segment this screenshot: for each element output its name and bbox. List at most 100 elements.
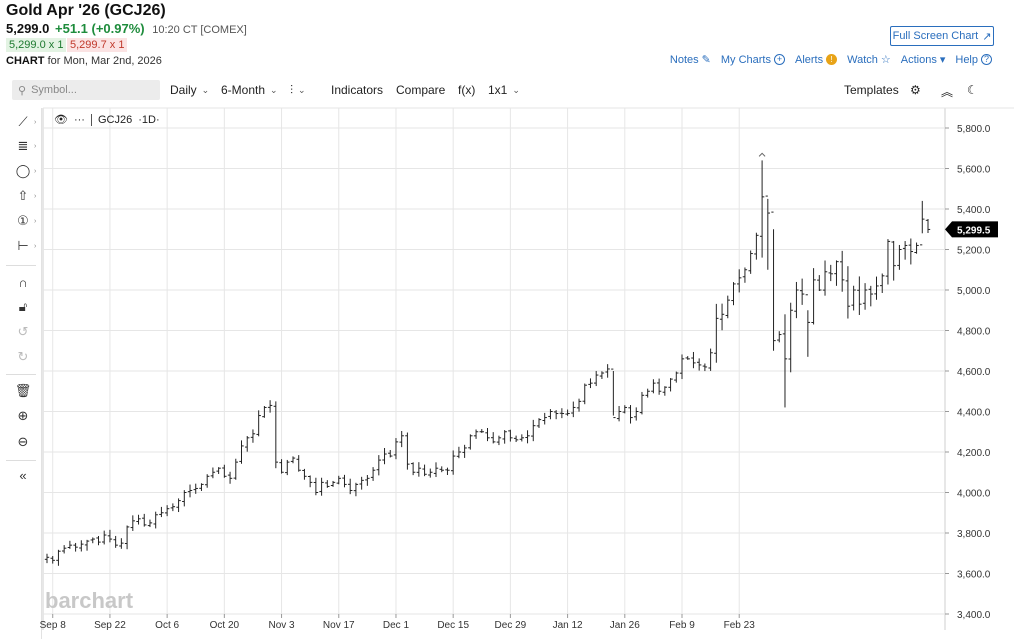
ohlc-bar [44, 553, 50, 564]
chevron-right-icon[interactable]: › [34, 193, 37, 200]
ohlc-bar [342, 474, 347, 488]
top-links: Notes ✎ My Charts + Alerts! Watch ☆ Actions… [670, 53, 992, 66]
range-dropdown[interactable]: 6-Month ⌄ [221, 83, 278, 97]
ohlc-bar [593, 370, 599, 387]
y-tick-label: 3,600.0 [957, 570, 991, 581]
double-chevron-up-icon[interactable]: ︽ [941, 85, 954, 99]
measure-icon[interactable]: ⊢ [17, 238, 29, 253]
collapse-sidebar-icon[interactable]: « [19, 467, 27, 483]
actions-menu[interactable]: Actions ▾ [901, 53, 946, 67]
my-charts-link[interactable]: My Charts + [721, 54, 785, 66]
ohlc-bar [685, 356, 690, 360]
ohlc-bar [748, 250, 753, 274]
alerts-label: Alerts [795, 53, 824, 66]
alerts-link[interactable]: Alerts! [795, 53, 838, 66]
external-link-icon: ↗ [982, 30, 992, 43]
ohlc-bar [204, 474, 210, 488]
ohlc-bar [765, 195, 771, 270]
ohlc-bar [348, 478, 353, 495]
legend-symbol: GCJ26 [97, 113, 133, 126]
help-link[interactable]: Help? [955, 54, 992, 66]
fx-label: f(x) [458, 83, 476, 97]
full-screen-label: Full Screen Chart [892, 30, 979, 42]
lock-icon[interactable]: 🔓︎ [18, 299, 28, 314]
legend-interval: ·1D· [138, 113, 160, 126]
fx-button[interactable]: f(x) [458, 83, 475, 97]
x-tick-label: Sep 8 [40, 620, 67, 631]
undo-icon[interactable]: ↺ [17, 324, 29, 339]
ohlc-bar [273, 401, 279, 469]
ohlc-bar [107, 529, 113, 543]
ohlc-bar [96, 535, 101, 546]
gear-icon[interactable]: ⚙ [910, 83, 921, 97]
chevron-right-icon[interactable]: › [34, 243, 37, 250]
zoom-out-icon[interactable]: ⊖ [17, 434, 29, 449]
layout-dropdown[interactable]: 1x1 ⌄ [488, 83, 520, 97]
annotation-icon[interactable]: ① [17, 213, 29, 228]
ohlc-bar [611, 368, 616, 419]
bar-type-icon: ⫶ [290, 83, 294, 97]
watch-link[interactable]: Watch ☆ [847, 53, 891, 67]
ohlc-bar [513, 435, 519, 443]
eye-icon[interactable]: 👁︎ [54, 114, 68, 126]
ohlc-bar [782, 314, 788, 408]
ohlc-bar [382, 448, 387, 465]
ohlc-bar [885, 239, 891, 285]
full-screen-chart-button[interactable]: Full Screen Chart ↗ [890, 26, 994, 46]
chevron-right-icon[interactable]: › [34, 218, 37, 225]
x-tick-label: Feb 9 [669, 620, 695, 631]
bar-type-dropdown[interactable]: ⫶ ⌄ [290, 83, 306, 98]
trash-icon[interactable]: 🗑︎ [14, 383, 32, 398]
templates-button[interactable]: Templates [844, 83, 899, 97]
arrow-tool-icon[interactable]: ⇧ [17, 188, 29, 203]
ohlc-bar [256, 410, 261, 437]
ohlc-bar [845, 266, 851, 319]
ohlc-bar [439, 466, 444, 473]
zoom-in-icon[interactable]: ⊕ [17, 408, 29, 423]
symbol-search-input[interactable]: ⚲ Symbol... [12, 80, 160, 100]
more-icon[interactable]: ··· [73, 113, 85, 126]
x-tick-label: Dec 29 [495, 620, 527, 631]
ohlc-bar [822, 260, 828, 296]
ohlc-bar [559, 408, 565, 419]
ohlc-bar [319, 477, 324, 496]
y-tick-label: 5,200.0 [957, 246, 991, 257]
y-tick-label: 4,000.0 [957, 489, 991, 500]
ohlc-bar [542, 412, 547, 425]
magnet-icon[interactable]: ∩ [18, 274, 28, 290]
line-tool-icon[interactable]: ⟋ [18, 114, 28, 129]
ohlc-bar [571, 401, 576, 418]
moon-icon[interactable]: ☾ [967, 83, 978, 97]
watch-label: Watch [847, 53, 878, 66]
fib-tool-icon[interactable]: ≣ [17, 138, 29, 153]
chevron-right-icon[interactable]: › [34, 143, 37, 150]
price-change: +51.1 (+0.97%) [55, 21, 145, 36]
compare-button[interactable]: Compare [396, 83, 445, 97]
instrument-title: Gold Apr '26 (GCJ26) [6, 2, 166, 19]
ohlc-bar [531, 419, 536, 442]
y-tick-label: 3,400.0 [957, 610, 991, 621]
ohlc-bar [777, 331, 782, 343]
ohlc-bar [616, 405, 622, 422]
redo-icon[interactable]: ↻ [17, 349, 29, 364]
notes-link[interactable]: Notes ✎ [670, 53, 711, 67]
ohlc-bar [170, 503, 176, 512]
ohlc-bar [679, 354, 685, 380]
shape-tool-icon[interactable]: ◯ [15, 163, 31, 178]
ohlc-bar [365, 474, 370, 486]
ohlc-bar [491, 432, 496, 444]
caret-down-icon: ▾ [939, 54, 946, 66]
ohlc-bar [245, 436, 250, 452]
ohlc-bar [851, 285, 856, 311]
ohlc-bar [525, 430, 530, 444]
chart-label: CHART [6, 55, 45, 67]
chevron-right-icon[interactable]: › [34, 119, 37, 126]
ohlc-bar [725, 295, 730, 319]
chevron-right-icon[interactable]: › [34, 168, 37, 175]
ohlc-bar [79, 540, 84, 552]
x-tick-label: Dec 15 [437, 620, 469, 631]
ohlc-bar [285, 459, 290, 476]
indicators-button[interactable]: Indicators [331, 83, 383, 97]
period-dropdown[interactable]: Daily ⌄ [170, 83, 209, 97]
